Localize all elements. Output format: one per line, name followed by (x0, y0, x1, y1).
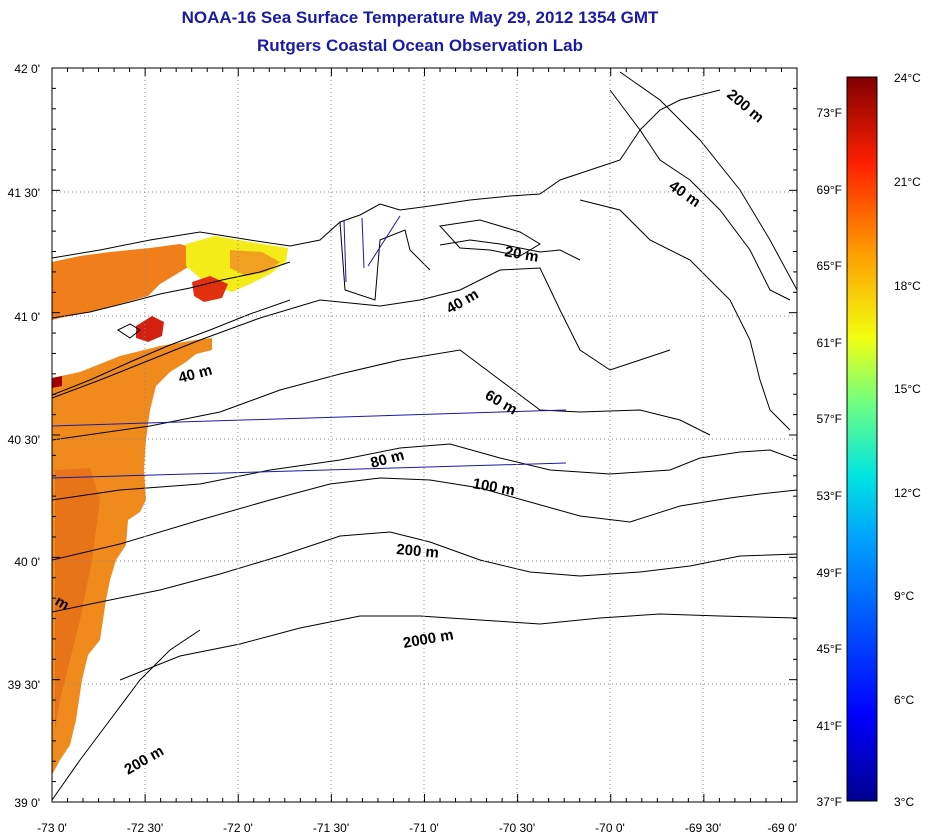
celsius-label: 24°C (894, 71, 921, 85)
contour-label: 100 m (471, 475, 516, 499)
contour-label: 40 m (177, 362, 214, 387)
sst-data-layer (52, 236, 288, 775)
contour-label: 40 m (444, 286, 482, 318)
long-island-north-shore (52, 261, 291, 319)
lon-tick-label: -73 0' (37, 821, 67, 835)
contour-label: 200 m (122, 742, 167, 778)
lon-tick-label: -71 0' (409, 821, 439, 835)
lon-tick-label: -71 30' (313, 821, 349, 835)
lat-axis-labels: 42 0' 41 30' 41 0' 40 30' 40 0' 39 30' 3… (8, 62, 40, 810)
lat-tick-label: 41 0' (14, 310, 40, 324)
bathymetry-contours (52, 71, 797, 801)
transect-lines (51, 215, 567, 479)
contour-40m-a (52, 267, 671, 399)
fahrenheit-label: 45°F (817, 642, 842, 656)
lat-tick-label: 42 0' (14, 62, 40, 76)
lon-tick-label: -72 0' (223, 821, 253, 835)
colorbar (846, 76, 878, 802)
sst-patch-dark-red (52, 376, 62, 388)
celsius-label: 9°C (894, 589, 914, 603)
contour-200m-ne (619, 71, 797, 291)
map-frame (51, 67, 798, 803)
sst-patch-coastal-south (52, 338, 212, 775)
lon-tick-label: -70 30' (499, 821, 535, 835)
fahrenheit-label: 53°F (817, 489, 842, 503)
fahrenheit-label: 37°F (817, 795, 842, 809)
contour-labels: 200 m 40 m 20 m 40 m 40 m 60 m 80 m 100 … (52, 86, 767, 778)
lat-tick-label: 40 30' (8, 433, 40, 447)
celsius-label: 21°C (894, 175, 921, 189)
fahrenheit-label: 57°F (817, 412, 842, 426)
celsius-labels: 24°C 21°C 18°C 15°C 12°C 9°C 6°C 3°C (894, 71, 921, 809)
fahrenheit-labels: 73°F 69°F 65°F 61°F 57°F 53°F 49°F 45°F … (817, 106, 842, 809)
block-island (117, 323, 141, 339)
gridlines (52, 68, 797, 802)
celsius-label: 18°C (894, 279, 921, 293)
rhode-island-bay (339, 221, 431, 301)
celsius-label: 3°C (894, 795, 914, 809)
transect-line-south (51, 462, 567, 479)
lon-axis-labels: -73 0' -72 30' -72 0' -71 30' -71 0' -70… (37, 821, 797, 835)
lat-tick-label: 39 0' (14, 796, 40, 810)
lon-tick-label: -70 0' (595, 821, 625, 835)
fahrenheit-label: 49°F (817, 566, 842, 580)
celsius-label: 12°C (894, 486, 921, 500)
contour-label: 200 m (723, 86, 767, 126)
contour-label: 40 m (666, 177, 704, 211)
transect-line-bay-2 (361, 217, 365, 269)
celsius-label: 6°C (894, 693, 914, 707)
sst-patch-red-peconic (136, 316, 164, 342)
lat-tick-label: 40 0' (14, 555, 40, 569)
contour-label: 60 m (482, 387, 520, 419)
sst-patch-long-island-sound (52, 244, 200, 320)
fahrenheit-label: 41°F (817, 719, 842, 733)
lat-tick-label: 41 30' (8, 186, 40, 200)
transect-line-bay-3 (367, 215, 401, 267)
map-title: NOAA-16 Sea Surface Temperature May 29, … (181, 8, 659, 27)
contour-2000m (119, 613, 797, 681)
contour-40m-east (609, 89, 791, 301)
celsius-label: 15°C (894, 382, 921, 396)
lon-tick-label: -69 30' (685, 821, 721, 835)
axis-ticks (51, 67, 798, 803)
contour-label: 200 m (396, 541, 440, 562)
transect-line-bay-1 (343, 219, 347, 283)
map-subtitle: Rutgers Coastal Ocean Observation Lab (257, 36, 583, 55)
fahrenheit-label: 61°F (817, 336, 842, 350)
contour-label: 2000 m (402, 626, 455, 652)
fahrenheit-label: 65°F (817, 259, 842, 273)
contour-200m (52, 531, 797, 613)
lon-tick-label: -69 0' (767, 821, 797, 835)
lon-tick-label: -72 30' (127, 821, 163, 835)
contour-60m (52, 349, 711, 441)
transect-line-north (51, 409, 567, 427)
lat-tick-label: 39 30' (8, 678, 40, 692)
nantucket-shoals (579, 199, 791, 431)
sst-patch-red-east (192, 276, 228, 302)
fahrenheit-label: 73°F (817, 106, 842, 120)
contour-80m (52, 443, 797, 501)
cape-cod (539, 89, 721, 195)
contour-200m-south (52, 629, 201, 801)
contour-label: 20 m (503, 243, 540, 266)
fahrenheit-label: 69°F (817, 183, 842, 197)
sst-patch-warm-streak (55, 468, 100, 730)
coastline (52, 89, 791, 431)
long-island-south-shore (52, 299, 291, 396)
contour-100m (52, 477, 797, 561)
contour-20m (439, 239, 581, 261)
